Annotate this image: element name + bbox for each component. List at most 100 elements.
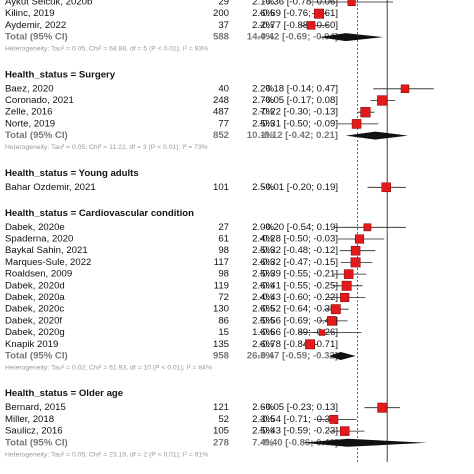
sample-size: 61 <box>218 234 229 245</box>
summary-diamond <box>302 438 427 447</box>
sample-size: 487 <box>213 107 229 118</box>
sample-size: 958 <box>213 351 230 362</box>
study-name: Dabek, 2020f <box>5 315 62 326</box>
ci-label: -0.52 [-0.64; -0.39] <box>259 304 338 315</box>
study-name: Dabek, 2020c <box>5 304 64 315</box>
ci-label: -0.20 [-0.54; 0.19] <box>262 222 338 233</box>
study-square <box>381 182 391 193</box>
study-square <box>377 95 388 106</box>
total-label: Total (95% CI) <box>5 32 68 43</box>
study-square <box>329 415 339 424</box>
ci-label: -0.66 [-0.89; -0.26] <box>259 327 338 338</box>
sample-size: 135 <box>213 339 229 350</box>
ci-label: -0.28 [-0.50; -0.03] <box>259 234 338 245</box>
weight: 2.5% <box>252 118 274 129</box>
weight: 2.7% <box>252 107 274 118</box>
ci-label: -0.69 [-0.76; -0.61] <box>259 8 338 19</box>
study-square <box>306 21 316 30</box>
sample-size: 86 <box>218 315 229 326</box>
weight: 14.4% <box>247 32 275 43</box>
total-label: Total (95% CI) <box>5 130 68 141</box>
total-label: Total (95% CI) <box>5 437 68 448</box>
ci-label: -0.43 [-0.59; -0.23] <box>259 426 338 437</box>
summary-diamond <box>319 33 384 42</box>
study-name: Saulicz, 2016 <box>5 426 63 437</box>
sample-size: 37 <box>218 20 229 31</box>
weight: 2.6% <box>252 8 274 19</box>
study-square <box>330 304 341 315</box>
ci-label: -0.47 [-0.59; -0.32] <box>257 351 338 362</box>
study-square <box>314 8 324 19</box>
study-square <box>343 269 354 279</box>
sample-size: 77 <box>218 118 229 129</box>
ci-label: -0.31 [-0.50; -0.09] <box>259 118 338 129</box>
sample-size: 52 <box>218 414 229 425</box>
ci-label: -0.54 [-0.71; -0.31] <box>259 414 338 425</box>
sample-size: 278 <box>213 437 230 448</box>
heterogeneity: Heterogeneity: Tau² = 0.05; Chi² = 11.22… <box>5 144 208 151</box>
sample-size: 248 <box>213 95 229 106</box>
ci-label: -0.41 [-0.55; -0.25] <box>259 280 338 291</box>
sample-size: 101 <box>213 182 229 193</box>
ci-label: -0.40 [-0.86; 0.40] <box>261 437 338 448</box>
group-header: Health_status = Cardiovascular condition <box>5 208 194 219</box>
study-name: Baykal Sahin, 2021 <box>5 245 88 256</box>
total-label: Total (95% CI) <box>5 351 68 362</box>
sample-size: 200 <box>213 8 229 19</box>
study-name: Miller, 2018 <box>5 414 54 425</box>
study-square <box>351 119 362 129</box>
study-name: Dabek, 2020d <box>5 280 65 291</box>
study-square <box>327 316 337 326</box>
study-name: Bernard, 2015 <box>5 402 66 413</box>
study-name: Norte, 2019 <box>5 118 55 129</box>
ci-label: -0.78 [-0.84; -0.71] <box>259 339 338 350</box>
study-square <box>339 426 350 436</box>
study-name: Baez, 2020 <box>5 83 54 94</box>
weight: 2.5% <box>252 269 274 280</box>
study-name: Coronado, 2021 <box>5 95 74 106</box>
study-square <box>400 84 410 94</box>
study-name: Dabek, 2020e <box>5 222 65 233</box>
study-square <box>340 292 350 303</box>
ci-label: -0.36 [-0.78; 0.06] <box>262 0 338 8</box>
study-square <box>363 223 372 232</box>
sample-size: 72 <box>218 292 229 303</box>
weight: 26.3% <box>247 351 275 362</box>
study-square <box>377 402 388 413</box>
study-name: Bahar Ozdemir, 2021 <box>5 182 96 193</box>
study-square <box>305 339 316 350</box>
ci-label: -0.05 [-0.17; 0.08] <box>262 95 338 106</box>
ci-label: -0.12 [-0.42; 0.21] <box>261 130 338 141</box>
weight: 2.6% <box>252 280 274 291</box>
weight: 2.1% <box>252 0 274 8</box>
study-square <box>347 0 356 7</box>
weight: 7.4% <box>252 437 274 448</box>
study-name: Knapik 2019 <box>5 339 58 350</box>
study-name: Aydemir, 2022 <box>5 20 66 31</box>
study-square <box>350 245 361 256</box>
weight: 2.5% <box>252 245 274 256</box>
ci-label: -0.42 [-0.69; -0.04] <box>257 32 338 43</box>
sample-size: 15 <box>218 327 229 338</box>
sample-size: 27 <box>218 222 229 233</box>
heterogeneity: Heterogeneity: Tau² = 0.05; Chi² = 68.88… <box>5 46 208 53</box>
sample-size: 98 <box>218 245 229 256</box>
study-name: Dabek, 2020g <box>5 327 65 338</box>
ci-label: -0.56 [-0.69; -0.40] <box>259 315 338 326</box>
study-name: Dabek, 2020a <box>5 292 65 303</box>
study-name: Aykut Selcuk, 2020b <box>5 0 92 8</box>
study-name: Spaderna, 2020 <box>5 234 73 245</box>
summary-diamond <box>345 131 408 140</box>
study-name: Roaldsen, 2009 <box>5 269 72 280</box>
weight: 2.6% <box>252 257 274 268</box>
study-square <box>341 280 352 291</box>
weight: 2.3% <box>252 414 274 425</box>
ci-label: 0.18 [-0.14; 0.47] <box>265 83 338 94</box>
summary-diamond <box>328 352 356 360</box>
weight: 2.0% <box>252 222 274 233</box>
weight: 2.5% <box>252 426 274 437</box>
sample-size: 40 <box>218 83 229 94</box>
weight: 2.6% <box>252 304 274 315</box>
weight: 2.6% <box>252 339 274 350</box>
